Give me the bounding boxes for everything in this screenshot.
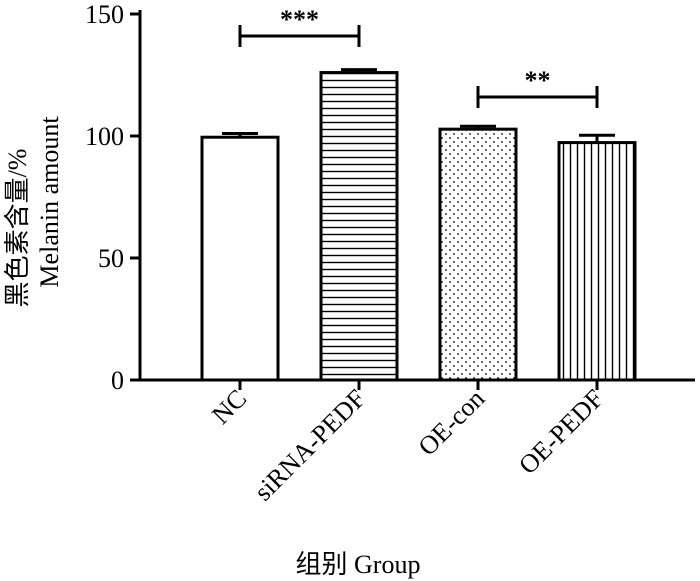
error-bar-sirna-pedf	[341, 68, 377, 73]
x-tick-label: OE-con	[413, 384, 491, 462]
y-tick-label: 50	[98, 244, 124, 273]
bar-oe-con	[438, 127, 518, 382]
bar-nc	[200, 135, 280, 382]
bar-sirna-pedf	[319, 71, 399, 382]
x-tick-label: siRNA-PEDF	[249, 384, 372, 507]
significance-bracket: **	[476, 66, 599, 108]
error-bar-oe-con	[460, 124, 496, 130]
significance-layer: *****	[238, 5, 599, 108]
y-axis-title-en: Melanin amount	[35, 116, 64, 288]
x-axis-title: 组别 Group	[296, 550, 421, 579]
y-tick-label: 100	[85, 122, 124, 151]
significance-label: **	[525, 66, 551, 95]
significance-bracket: ***	[238, 5, 361, 47]
x-tick-label: NC	[206, 384, 252, 430]
x-tick-label: OE-PEDF	[513, 384, 609, 480]
y-axis-title-cn: 黑色素含量/%	[3, 149, 32, 308]
bar-oe-pedf	[557, 141, 637, 382]
error-bar-oe-pedf	[579, 133, 615, 143]
y-tick-label: 0	[111, 366, 124, 395]
error-bar-nc	[222, 132, 258, 138]
significance-label: ***	[280, 5, 319, 34]
y-tick-label: 150	[85, 0, 124, 29]
bars-layer	[200, 68, 637, 382]
